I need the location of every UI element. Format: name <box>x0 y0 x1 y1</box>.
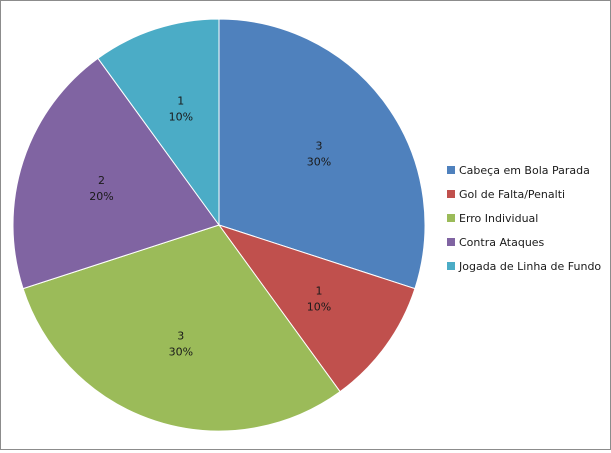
legend-label: Cabeça em Bola Parada <box>459 164 590 177</box>
legend-item-erro-individual: Erro Individual <box>447 212 538 225</box>
legend-swatch <box>447 190 455 198</box>
legend-item-gol-de-falta-penalti: Gol de Falta/Penalti <box>447 188 565 201</box>
legend-swatch <box>447 262 455 270</box>
legend-swatch <box>447 238 455 246</box>
pie-slice-gol-de-falta-penalti <box>217 224 416 393</box>
legend-swatch <box>447 214 455 222</box>
pie-slice-jogada-de-linha-de-fundo <box>97 18 220 227</box>
legend-item-jogada-de-linha-de-fundo: Jogada de Linha de Fundo <box>447 260 601 273</box>
legend-label: Erro Individual <box>459 212 538 225</box>
legend-label: Gol de Falta/Penalti <box>459 188 565 201</box>
legend-swatch <box>447 166 455 174</box>
legend-item-contra-ataques: Contra Ataques <box>447 236 545 249</box>
legend-label: Contra Ataques <box>459 236 545 249</box>
pie-slice-cabeca-em-bola-parada <box>218 18 426 290</box>
slice-percent-label: 20% <box>89 190 113 203</box>
legend-label: Jogada de Linha de Fundo <box>458 260 601 273</box>
slice-percent-label: 30% <box>307 155 331 168</box>
slice-value-label: 3 <box>315 139 322 152</box>
legend: Cabeça em Bola Parada Gol de Falta/Penalt… <box>447 164 601 273</box>
legend-item-cabeca-em-bola-parada: Cabeça em Bola Parada <box>447 164 590 177</box>
slice-value-label: 3 <box>177 330 184 343</box>
slice-value-label: 2 <box>98 174 105 187</box>
slice-percent-label: 10% <box>307 301 331 314</box>
slice-value-label: 1 <box>177 94 184 107</box>
pie-slices <box>12 18 426 432</box>
slice-value-label: 1 <box>315 285 322 298</box>
pie-slice-contra-ataques <box>12 57 220 290</box>
pie-slice-erro-individual <box>22 224 341 432</box>
slice-percent-label: 30% <box>169 346 193 359</box>
slice-labels: 3 30% 1 10% 3 30% 2 20% 1 10% <box>89 94 331 358</box>
slice-percent-label: 10% <box>169 110 193 123</box>
